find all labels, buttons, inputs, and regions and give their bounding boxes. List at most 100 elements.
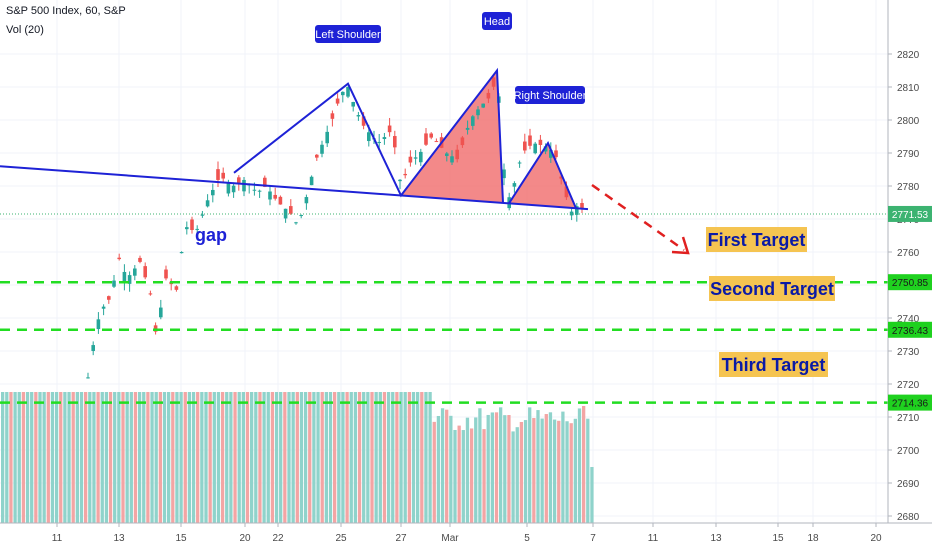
candle-body <box>86 377 90 379</box>
volume-bar <box>63 392 67 523</box>
left-shoulder-label-box <box>315 25 381 43</box>
candle-body <box>335 98 340 104</box>
volume-bar <box>104 392 109 523</box>
right-shoulder-label-box <box>515 86 585 104</box>
target-label: Second Target <box>710 279 834 299</box>
candle-body <box>91 345 95 351</box>
candle-body <box>569 211 574 216</box>
volume-bar <box>316 392 320 523</box>
candle-body <box>195 228 199 230</box>
volume-bar <box>548 412 553 523</box>
candle-body <box>304 197 309 204</box>
volume-bar <box>59 392 63 523</box>
candle-body <box>309 176 314 186</box>
candle-body <box>237 177 241 183</box>
volume-bar <box>291 392 295 523</box>
volume-bar <box>9 392 13 523</box>
candle-body <box>538 139 543 145</box>
volume-bar <box>399 392 403 523</box>
candle-body <box>575 206 579 215</box>
current-price-tag <box>888 205 932 222</box>
candle-body <box>533 143 537 154</box>
candle-body <box>491 77 496 87</box>
volume-bar <box>208 392 212 523</box>
volume-bar <box>436 415 441 523</box>
volume-bar <box>349 392 353 523</box>
volume-bar <box>266 392 270 523</box>
volume-bar <box>557 420 561 523</box>
candle-body <box>242 179 246 192</box>
volume-bar <box>67 392 71 523</box>
volume-bar <box>1 392 5 523</box>
volume-bar <box>88 392 92 523</box>
volume-bar <box>590 467 594 523</box>
candle-body <box>299 215 303 217</box>
volume-bar <box>270 392 275 523</box>
volume-bar <box>523 420 528 523</box>
volume-bar <box>320 392 324 523</box>
pattern-outline <box>233 67 504 203</box>
candle-body <box>564 186 569 198</box>
volume-bar <box>21 392 26 523</box>
volume-bar <box>333 392 337 523</box>
candle-body <box>226 182 231 194</box>
volume-bar <box>133 392 138 523</box>
candle-body <box>330 113 335 119</box>
target-price-tag <box>888 321 932 338</box>
volume-bar <box>453 429 457 523</box>
volume-bar <box>540 418 544 523</box>
volume-bar <box>125 392 129 523</box>
candle-body <box>481 103 485 108</box>
y-tick-label: 2710 <box>897 413 920 424</box>
volume-bar <box>84 392 88 523</box>
candle-body <box>403 173 407 176</box>
candle-body <box>393 136 397 148</box>
x-tick-label: 20 <box>239 533 251 544</box>
candle-body <box>174 286 179 290</box>
candle-body <box>419 151 423 163</box>
candle-body <box>528 135 532 146</box>
price-axis: 2680269027002710272027302740275027602770… <box>887 0 932 523</box>
volume-bar <box>79 392 84 523</box>
volume-bar <box>374 392 378 523</box>
volume-bar <box>46 392 50 523</box>
candle-body <box>471 116 475 126</box>
candle-body <box>278 196 283 205</box>
time-axis: 11 13 15 20 22 25 27 Mar 5 7 11 13 15 18 20 <box>0 522 932 544</box>
candle-body <box>554 150 558 158</box>
volume-bar <box>486 414 490 523</box>
candle-body <box>361 116 366 126</box>
y-tick-label: 2800 <box>897 116 920 127</box>
volume-bar <box>187 392 192 523</box>
candle-body <box>580 203 584 209</box>
candle-body <box>434 141 439 143</box>
candle-body <box>179 252 184 254</box>
candle-body <box>211 189 215 196</box>
volume-legend: Vol (20) <box>6 24 44 36</box>
candle-body <box>107 296 111 300</box>
candle-body <box>257 190 262 192</box>
volume-bar <box>411 392 416 523</box>
volume-bar <box>395 392 399 523</box>
volume-bar <box>528 407 532 523</box>
target-lines: First Target Second Target Third Target <box>0 213 888 404</box>
x-tick-label: 27 <box>395 533 407 544</box>
candle-body <box>268 191 272 200</box>
volume-bar <box>482 429 486 523</box>
candle-body <box>159 307 163 318</box>
volume-bar <box>142 392 146 523</box>
volume-bar <box>225 392 229 523</box>
volume-bar <box>92 392 96 523</box>
candle-body <box>450 156 454 163</box>
candle-body <box>138 257 142 262</box>
candle-body <box>273 194 277 199</box>
volume-bar <box>532 418 536 523</box>
candle-body <box>486 92 491 99</box>
candle-body <box>502 169 506 179</box>
volume-bar <box>299 392 304 523</box>
candle-body <box>377 141 381 143</box>
candle-body <box>263 177 267 187</box>
head-label-box <box>482 12 512 30</box>
volume-bar <box>582 406 586 523</box>
